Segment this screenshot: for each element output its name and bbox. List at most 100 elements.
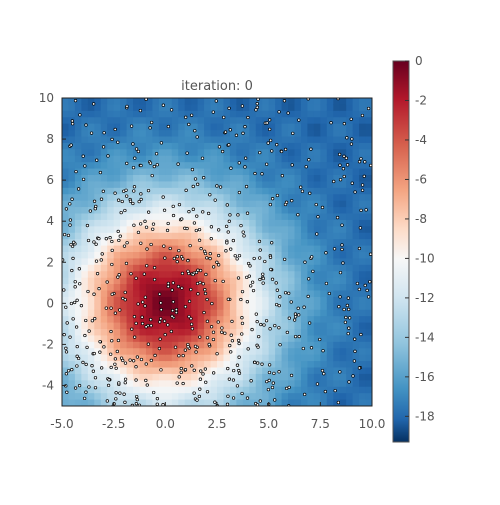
- heat-cell: [242, 386, 250, 394]
- heat-cell: [346, 277, 354, 285]
- particle-marker: [56, 290, 59, 293]
- heat-cell: [320, 239, 328, 247]
- particle-marker: [236, 338, 241, 343]
- heat-cell: [333, 373, 341, 381]
- particle-marker: [347, 326, 351, 330]
- heat-cell: [268, 303, 276, 311]
- heat-cell: [359, 258, 367, 266]
- heat-cell: [178, 348, 186, 356]
- particle-marker: [87, 385, 91, 389]
- heat-cell: [262, 373, 270, 381]
- particle-marker: [257, 334, 261, 339]
- heat-cell: [204, 264, 212, 272]
- heat-cell: [171, 175, 179, 183]
- particle-marker: [108, 235, 112, 240]
- heat-cell: [365, 296, 372, 304]
- heat-cell: [100, 258, 108, 266]
- heat-cell: [333, 335, 341, 343]
- heat-cell: [113, 252, 121, 260]
- heat-cell: [236, 98, 244, 106]
- particle-marker: [64, 372, 69, 376]
- heat-cell: [171, 354, 179, 362]
- particle-marker: [296, 213, 300, 217]
- heat-cell: [326, 194, 334, 202]
- particle-marker: [132, 189, 136, 193]
- heat-cell: [139, 181, 147, 189]
- heat-cell: [300, 277, 309, 285]
- heat-cell: [326, 399, 334, 406]
- heat-cell: [217, 277, 225, 285]
- particle-marker: [341, 261, 345, 265]
- heat-cell: [268, 232, 276, 240]
- particle-marker: [130, 327, 134, 331]
- heat-cell: [100, 399, 108, 406]
- heat-cell: [229, 136, 237, 144]
- heat-cell: [74, 219, 82, 227]
- heat-cell: [275, 322, 283, 330]
- particle-marker: [113, 357, 118, 361]
- heat-cell: [300, 245, 309, 253]
- heat-cell: [62, 309, 70, 317]
- heat-cell: [197, 393, 205, 401]
- heat-cell: [94, 136, 102, 144]
- particle-marker: [81, 360, 85, 365]
- particle-marker: [338, 370, 342, 374]
- particle-marker: [316, 215, 320, 219]
- heat-cell: [359, 290, 367, 298]
- particle-marker: [145, 247, 149, 251]
- particle-marker: [177, 354, 181, 358]
- particle-marker: [228, 128, 232, 132]
- particle-marker: [306, 294, 310, 299]
- particle-marker: [245, 300, 249, 304]
- heat-cell: [165, 104, 173, 112]
- heat-cell: [81, 252, 89, 260]
- heat-cell: [217, 200, 225, 208]
- heat-cell: [158, 380, 166, 388]
- heat-cell: [171, 136, 179, 144]
- particle-marker: [132, 315, 137, 319]
- heat-cell: [352, 226, 360, 234]
- heat-cell: [81, 258, 89, 266]
- particle-marker: [183, 368, 188, 372]
- heat-cell: [74, 303, 82, 311]
- heat-cell: [113, 168, 121, 176]
- heat-cell: [133, 252, 141, 260]
- heat-cell: [288, 187, 296, 195]
- heat-cell: [229, 130, 237, 138]
- particle-marker: [341, 167, 346, 171]
- heat-cell: [346, 219, 354, 227]
- heat-cell: [126, 393, 134, 401]
- heat-cell: [165, 162, 173, 170]
- particle-marker: [123, 400, 127, 404]
- particle-marker: [338, 163, 342, 167]
- heat-cell: [133, 303, 141, 311]
- heat-cell: [62, 264, 70, 272]
- heat-cell: [249, 361, 257, 369]
- heat-cell: [217, 219, 225, 227]
- heat-cell: [210, 136, 218, 144]
- heat-cell: [365, 213, 372, 221]
- heat-cell: [275, 354, 283, 362]
- heat-cell: [210, 309, 218, 317]
- particle-marker: [71, 317, 75, 321]
- heat-cell: [281, 303, 289, 311]
- heat-cell: [294, 335, 302, 343]
- heat-cell: [178, 110, 186, 118]
- heat-cell: [133, 386, 141, 394]
- heat-cell: [145, 162, 154, 170]
- particle-marker: [64, 350, 69, 354]
- heat-cell: [359, 380, 367, 388]
- particle-marker: [357, 287, 361, 292]
- heat-cell: [62, 194, 70, 202]
- heat-cell: [229, 142, 237, 150]
- heat-cell: [275, 130, 283, 138]
- heat-cell: [87, 393, 95, 401]
- heat-cell: [68, 149, 76, 157]
- particle-marker: [110, 248, 114, 252]
- heat-cell: [352, 354, 360, 362]
- heat-cell: [145, 213, 154, 221]
- heat-cell: [210, 245, 218, 253]
- particle-marker: [95, 272, 100, 276]
- heat-cell: [242, 200, 250, 208]
- heat-cell: [87, 303, 95, 311]
